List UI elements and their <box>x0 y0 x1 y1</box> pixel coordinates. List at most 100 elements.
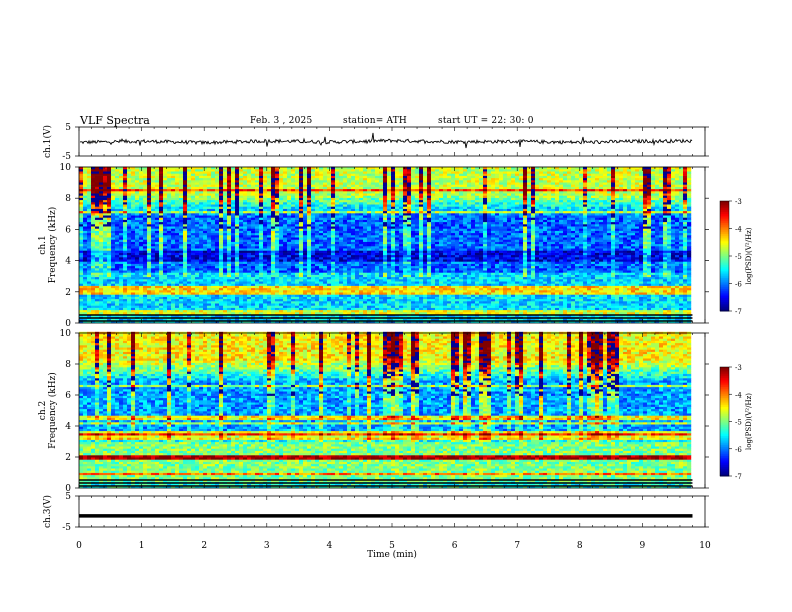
spectrogram-cell <box>611 307 616 311</box>
spectrogram-cell <box>515 279 520 282</box>
spectrogram-cell <box>335 261 340 264</box>
spectrogram-cell <box>291 301 296 304</box>
spectrogram-cell <box>343 263 348 267</box>
spectrogram-cell <box>683 257 688 260</box>
spectrogram-cell <box>587 296 592 300</box>
spectrogram-cell <box>199 309 204 313</box>
spectrogram-cell <box>431 270 436 273</box>
spectrogram-cell <box>407 272 412 275</box>
spectrogram-cell <box>503 252 508 256</box>
spectrogram-cell <box>315 290 320 293</box>
spectrogram-cell <box>187 307 192 311</box>
spectrogram-cell <box>203 309 208 313</box>
spectrogram-cell <box>651 305 656 308</box>
spectrogram-cell <box>83 303 88 306</box>
spectrogram-cell <box>207 254 212 258</box>
spectrogram-cell <box>651 281 656 284</box>
spectrogram-cell <box>283 283 288 286</box>
spectrogram-cell <box>635 294 640 297</box>
spectrogram-cell <box>303 312 308 315</box>
spectrogram-cell <box>243 261 248 264</box>
spectrogram-cell <box>359 270 364 273</box>
spectrogram-cell <box>295 285 300 289</box>
spectrogram-cell <box>231 254 236 258</box>
spectrogram-cell <box>575 259 580 262</box>
spectrogram-cell <box>91 259 96 262</box>
spectrogram-cell <box>211 301 216 304</box>
spectrogram-cell <box>563 312 568 315</box>
spectrogram-cell <box>631 268 636 271</box>
spectrogram-cell <box>515 270 520 273</box>
spectrogram-cell <box>283 292 288 295</box>
spectrogram-cell <box>267 259 272 262</box>
spectrogram-cell <box>683 290 688 293</box>
spectrogram-cell <box>623 312 628 315</box>
spectrogram-cell <box>143 265 148 269</box>
spectrogram-cell <box>115 296 120 300</box>
spectrogram-cell <box>211 320 216 324</box>
spectrogram-cell <box>255 320 260 324</box>
spectrogram-cell <box>587 283 592 286</box>
spectrogram-cell <box>359 254 364 258</box>
spectrogram-cell <box>331 294 336 297</box>
spectrogram-cell <box>491 285 496 289</box>
spectrogram-cell <box>535 274 540 278</box>
spectrogram-cell <box>515 296 520 300</box>
spectrogram-cell <box>215 305 220 308</box>
spectrogram-cell <box>367 252 372 256</box>
spectrogram-cell <box>671 307 676 311</box>
spectrogram-cell <box>211 307 216 311</box>
spectrogram-cell <box>247 294 252 297</box>
spectrogram-cell <box>623 263 628 267</box>
spectrogram-cell <box>103 303 108 306</box>
spectrogram-cell <box>571 307 576 311</box>
spectrogram-cell <box>407 301 412 304</box>
spectrogram-cell <box>423 274 428 278</box>
spectrogram-cell <box>235 276 240 280</box>
spectrogram-cell <box>687 320 692 324</box>
spectrogram-cell <box>491 296 496 300</box>
spectrogram-cell <box>683 281 688 284</box>
spectrogram-cell <box>239 290 244 293</box>
spectrogram-cell <box>359 292 364 295</box>
spectrogram-cell <box>91 309 96 313</box>
spectrogram-cell <box>387 298 392 302</box>
spectrogram-cell <box>395 303 400 306</box>
spectrogram-cell <box>159 257 164 260</box>
spectrogram-cell <box>527 296 532 300</box>
spectrogram-cell <box>671 254 676 258</box>
spectrogram-cell <box>215 272 220 275</box>
spectrogram-cell <box>311 263 316 267</box>
spectrogram-cell <box>315 307 320 311</box>
spectrogram-cell <box>191 287 196 291</box>
spectrogram-cell <box>259 290 264 293</box>
spectrogram-cell <box>403 294 408 297</box>
spectrogram-cell <box>375 301 380 304</box>
spectrogram-cell <box>419 305 424 308</box>
spectrogram-cell <box>131 292 136 295</box>
spectrogram-cell <box>275 307 280 311</box>
spectrogram-cell <box>507 312 512 315</box>
spectrogram-cell <box>631 318 636 322</box>
spectrogram-cell <box>535 272 540 275</box>
spectrogram-cell <box>403 259 408 262</box>
spectrogram-cell <box>363 318 368 322</box>
spectrogram-cell <box>203 274 208 278</box>
spectrogram-cell <box>447 285 452 289</box>
spectrogram-cell <box>647 298 652 302</box>
spectrogram-cell <box>587 265 592 269</box>
spectrogram-cell <box>415 303 420 306</box>
spectrogram-cell <box>195 254 200 258</box>
spectrogram-cell <box>307 259 312 262</box>
spectrogram-cell <box>511 309 516 313</box>
spectrogram-cell <box>423 301 428 304</box>
spectrogram-cell <box>299 298 304 302</box>
spectrogram-cell <box>563 287 568 291</box>
spectrogram-cell <box>523 287 528 291</box>
spectrogram-cell <box>95 292 100 295</box>
spectrogram-cell <box>371 281 376 284</box>
spectrogram-cell <box>575 318 580 322</box>
spectrogram-cell <box>87 285 92 289</box>
spectrogram-cell <box>391 265 396 269</box>
spectrogram-cell <box>375 285 380 289</box>
